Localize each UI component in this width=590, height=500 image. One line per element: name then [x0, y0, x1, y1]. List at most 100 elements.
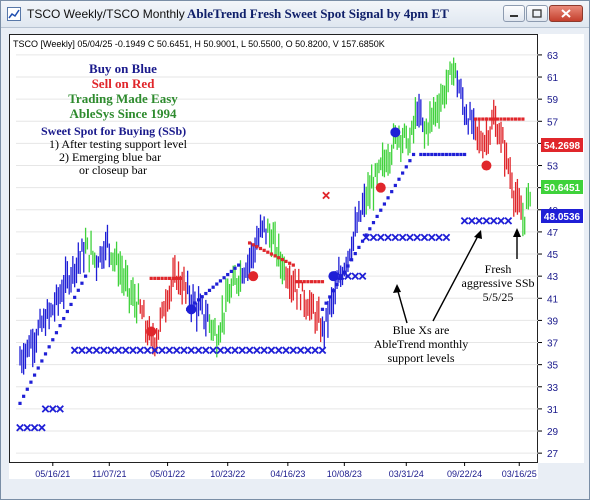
- trend-stop-dot: [222, 276, 226, 280]
- fresh-note-line-2: aggressive SSb: [462, 276, 535, 290]
- trend-stop-dot: [178, 276, 182, 280]
- trend-stop-dot: [40, 359, 44, 363]
- trend-stop-dot: [298, 280, 303, 284]
- trend-stop-dot: [284, 259, 288, 264]
- date-axis: 05/16/21 11/07/21 05/01/22 10/23/22 04/16/23…: [35, 462, 537, 479]
- signal-circle: [375, 182, 386, 193]
- trend-stop-dot: [277, 256, 281, 260]
- price-chart-panel[interactable]: [9, 34, 538, 463]
- gridlines: [16, 54, 538, 454]
- trend-stop-dot: [452, 152, 456, 157]
- trend-stop-dot: [25, 387, 29, 391]
- trend-stop-dot: [47, 345, 51, 349]
- support-x-marker: [344, 272, 352, 280]
- trend-stop-dot: [448, 152, 452, 157]
- trend-stop-dot: [506, 117, 510, 121]
- support-x-marker: [121, 346, 130, 355]
- trend-stop-dot: [65, 309, 69, 314]
- y-tick-label: 27: [547, 449, 559, 460]
- trend-stop-dot: [331, 289, 335, 293]
- support-x-marker: [304, 346, 312, 355]
- blue-x-note-line-3: support levels: [388, 351, 455, 365]
- x-tick-label: 05/16/21: [35, 469, 70, 479]
- support-x-marker: [391, 233, 400, 242]
- support-x-marker: [497, 217, 505, 225]
- support-x-marker: [245, 346, 254, 355]
- trend-stop-dot: [196, 298, 201, 302]
- legend-buy-text: Buy on Blue: [89, 61, 157, 76]
- trend-stop-dot: [422, 152, 427, 157]
- x-tick-label: 04/16/23: [270, 469, 305, 479]
- trend-stop-dot: [499, 117, 503, 121]
- support-x-marker: [231, 346, 239, 355]
- green-price-tag: [541, 180, 583, 194]
- trend-stop-dot: [364, 233, 368, 237]
- trend-stop-dot: [207, 288, 212, 292]
- signal-circle: [481, 160, 492, 171]
- y-tick-label: 37: [547, 339, 559, 350]
- trend-stop-dot: [324, 301, 328, 305]
- trend-stop-dot: [18, 401, 22, 405]
- trend-stop-dot: [444, 152, 448, 157]
- y-tick-label: 29: [547, 427, 559, 438]
- trend-stop-dot: [368, 227, 372, 231]
- support-x-marker: [38, 423, 46, 432]
- trend-stop-dot: [455, 152, 459, 157]
- support-x-marker: [85, 346, 94, 355]
- trend-stop-dot: [371, 221, 376, 225]
- support-x-marker: [384, 233, 392, 242]
- legend-easy-text: Trading Made Easy: [68, 91, 178, 106]
- trend-stop-dot: [266, 250, 270, 254]
- trend-stop-dot: [43, 352, 48, 356]
- trend-stop-dot: [357, 245, 361, 249]
- y-tick-label: 59: [547, 95, 559, 106]
- trend-stop-dot: [29, 380, 33, 384]
- window-titlebar[interactable]: TSCO Weekly/TSCO Monthly AbleTrend Fresh…: [1, 1, 589, 28]
- trend-stop-dot: [153, 276, 157, 280]
- support-x-marker: [376, 233, 385, 242]
- price-axis-panel[interactable]: [538, 34, 584, 463]
- red-price-label: 54.2698: [544, 141, 581, 152]
- support-x-marker: [482, 217, 491, 225]
- support-x-marker: [253, 346, 261, 355]
- support-x-marker: [296, 346, 305, 355]
- minimize-button[interactable]: [503, 5, 525, 22]
- trend-stop-dot: [156, 276, 161, 280]
- blue-x-note-line-1: Blue Xs are: [393, 323, 450, 337]
- support-x-marker: [202, 346, 210, 355]
- trend-stop-dot: [320, 280, 325, 284]
- support-x-marker: [468, 217, 476, 225]
- red-price-tag: [541, 138, 583, 152]
- trend-stop-dot: [69, 302, 73, 307]
- trend-stop-dot: [262, 248, 266, 252]
- ssb-line-2: 2) Emerging blue bar: [59, 150, 161, 164]
- trend-stop-dot: [255, 245, 259, 249]
- support-x-marker: [413, 233, 422, 242]
- date-axis-panel[interactable]: [9, 463, 538, 479]
- arrow-to-blue-x: [396, 287, 408, 324]
- support-x-marker: [70, 346, 79, 355]
- support-x-marker: [56, 405, 64, 413]
- maximize-button[interactable]: [526, 5, 548, 22]
- support-x-marker: [442, 233, 451, 242]
- close-button[interactable]: [549, 5, 583, 22]
- trend-stop-dot: [291, 263, 295, 267]
- trend-stop-dot: [302, 280, 306, 284]
- blue-x-note-line-2: AbleTrend monthly: [374, 337, 469, 351]
- trend-stop-dot: [462, 152, 467, 157]
- support-x-marker: [209, 346, 217, 355]
- trend-stop-dot: [22, 394, 26, 398]
- trend-stop-dot: [335, 282, 339, 287]
- trend-stop-dot: [62, 316, 66, 321]
- signal-circle: [328, 271, 339, 282]
- trend-stop-dot: [328, 295, 332, 299]
- support-x-marker: [238, 346, 247, 355]
- trend-stop-dot: [295, 280, 299, 284]
- support-x-marker: [406, 233, 414, 242]
- support-x-marker: [322, 191, 330, 200]
- trend-stop-dot: [375, 214, 379, 219]
- trend-stop-dot: [175, 276, 179, 280]
- y-tick-label: 63: [547, 51, 559, 62]
- trend-stop-dot: [510, 117, 514, 121]
